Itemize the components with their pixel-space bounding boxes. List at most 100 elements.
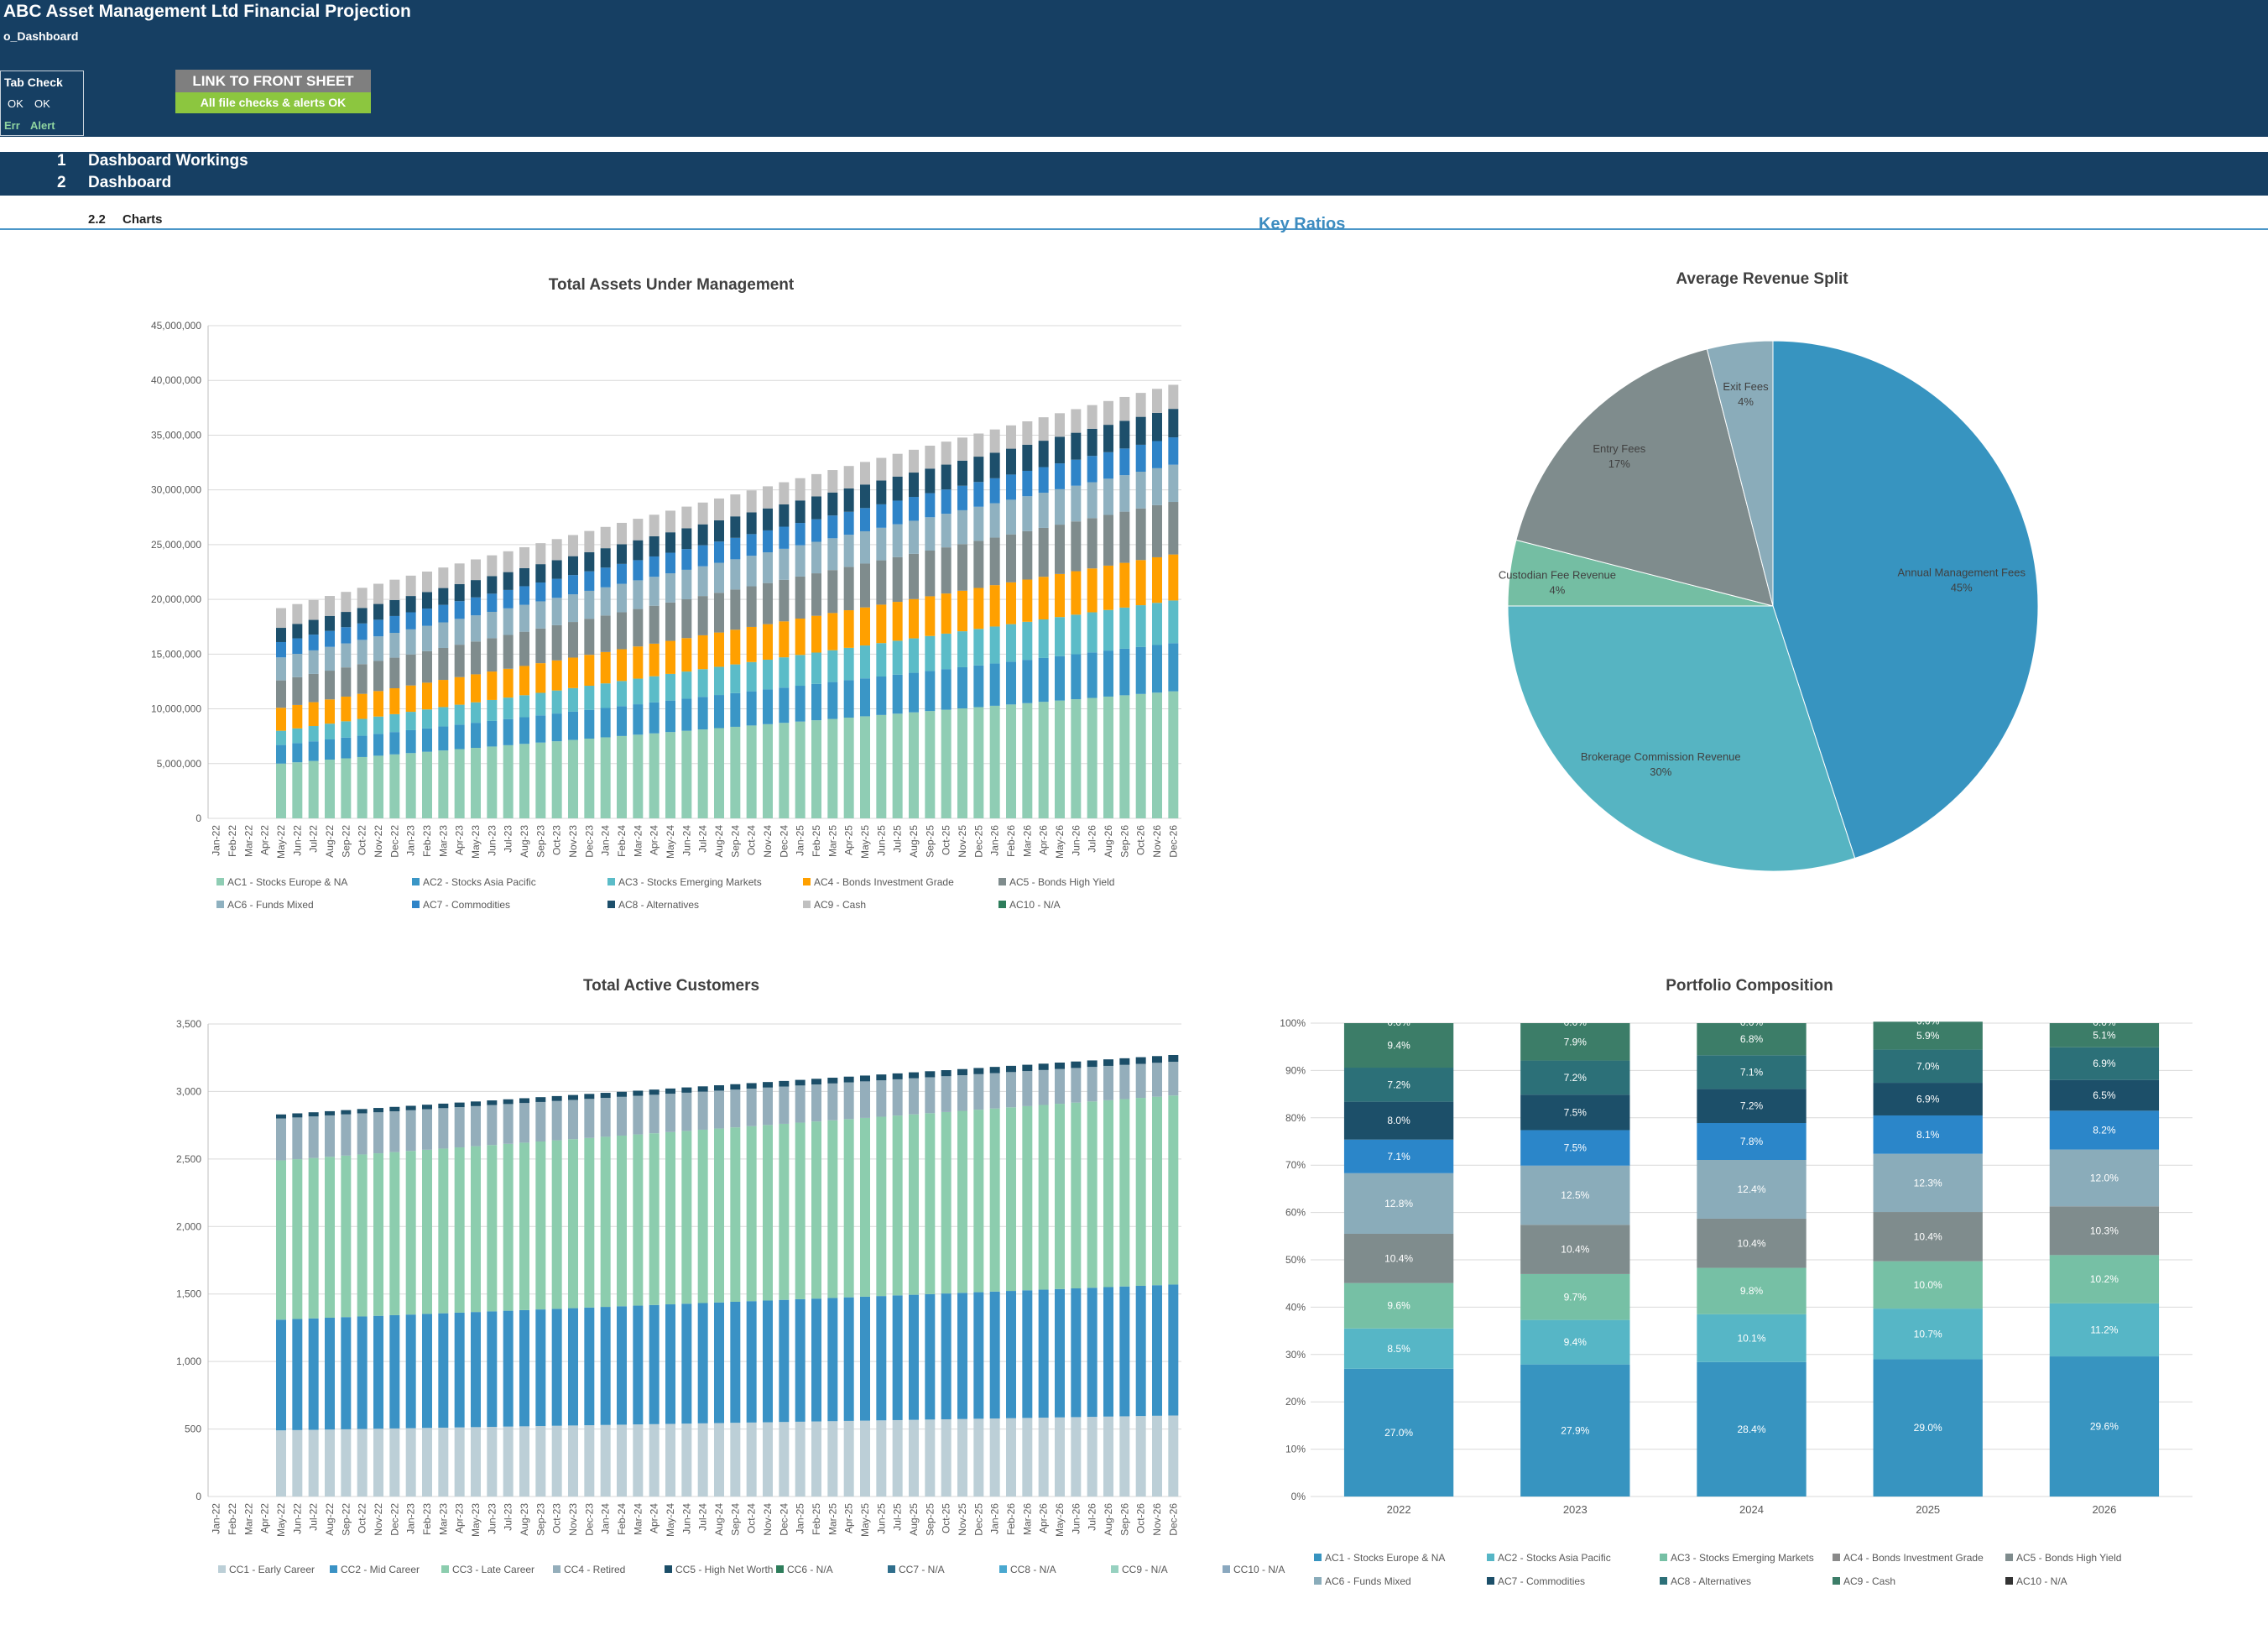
- bar-segment: [681, 1092, 692, 1131]
- bar-segment: [617, 583, 627, 613]
- bar-segment: [405, 1314, 416, 1429]
- bar-segment: [438, 1313, 449, 1428]
- x-tick-label: Jan-22: [211, 825, 222, 856]
- bar-segment: [925, 551, 936, 597]
- bar-segment: [811, 473, 821, 497]
- bar-segment: [341, 758, 352, 818]
- bar-segment: [422, 1109, 432, 1150]
- x-tick-label: Feb-25: [811, 1503, 822, 1535]
- bar-segment: [665, 573, 675, 603]
- data-label: 7.1%: [1387, 1151, 1410, 1162]
- bar-segment: [957, 1075, 967, 1111]
- bar-segment: [843, 1076, 854, 1083]
- bar-segment: [957, 460, 967, 486]
- bar-segment: [422, 1149, 432, 1314]
- bar-segment: [454, 676, 465, 705]
- bar-segment: [1006, 704, 1016, 818]
- data-label: 9.6%: [1387, 1300, 1410, 1312]
- bar-segment: [1152, 556, 1162, 603]
- legend-label: AC9 - Cash: [814, 899, 866, 911]
- bar-segment: [373, 636, 383, 661]
- bar-segment: [519, 631, 529, 666]
- bar-segment: [681, 671, 692, 699]
- bar-segment: [1087, 405, 1098, 429]
- bar-segment: [1119, 511, 1130, 563]
- bar-segment: [1087, 697, 1098, 818]
- bar-segment: [325, 739, 335, 760]
- y-tick-label: 0%: [1291, 1491, 1306, 1502]
- bar-segment: [649, 1089, 660, 1095]
- bar-segment: [551, 660, 562, 691]
- bar-segment: [763, 1422, 773, 1497]
- bar-segment: [373, 1315, 383, 1429]
- bar-segment: [373, 583, 383, 604]
- bar-segment: [308, 635, 319, 650]
- x-tick-label: Jun-25: [875, 825, 887, 856]
- bar-segment: [487, 1311, 498, 1427]
- y-tick-label: 10,000,000: [151, 703, 201, 715]
- x-tick-label: 2022: [1387, 1503, 1411, 1516]
- data-label: 9.7%: [1564, 1291, 1588, 1303]
- x-tick-label: Mar-22: [242, 1503, 254, 1535]
- bar-segment: [1071, 654, 1082, 700]
- bar-segment: [746, 490, 757, 513]
- bar-segment: [1087, 612, 1098, 653]
- data-label: 10.4%: [1561, 1244, 1589, 1256]
- link-to-front-sheet-button[interactable]: LINK TO FRONT SHEET: [175, 70, 371, 92]
- bar-segment: [1152, 1096, 1162, 1286]
- bar-segment: [1087, 652, 1098, 698]
- bar-segment: [1055, 413, 1065, 437]
- bar-segment: [519, 604, 529, 632]
- bar-segment: [422, 682, 432, 710]
- bar-segment: [941, 514, 952, 548]
- bar-segment: [989, 705, 1000, 818]
- bar-segment: [1038, 577, 1049, 619]
- bar-segment: [471, 1427, 481, 1497]
- bar-segment: [957, 1418, 967, 1497]
- section-link-dashboard[interactable]: Dashboard: [88, 174, 172, 191]
- bar-segment: [811, 683, 821, 721]
- bar-segment: [568, 575, 578, 595]
- bar-segment: [535, 715, 546, 743]
- section-link-dashboard-workings[interactable]: Dashboard Workings: [88, 152, 248, 170]
- bar-segment: [649, 515, 660, 536]
- bar-segment: [422, 751, 432, 818]
- bar-segment: [1038, 1418, 1049, 1497]
- bar-segment: [763, 486, 773, 509]
- bar-segment: [973, 707, 984, 818]
- data-label: 7.2%: [1564, 1072, 1588, 1084]
- bar-segment: [827, 570, 838, 614]
- data-label: 0.0%: [2093, 1016, 2116, 1028]
- bar-segment: [535, 1426, 546, 1497]
- bar-segment: [373, 734, 383, 756]
- bar-segment: [600, 1424, 611, 1497]
- bar-segment: [373, 603, 383, 620]
- x-tick-label: May-22: [275, 1503, 287, 1537]
- bar-segment: [763, 582, 773, 624]
- bar-segment: [1343, 1282, 1454, 1329]
- bar-segment: [827, 538, 838, 571]
- pie-slice-percent: 30%: [1650, 765, 1671, 778]
- bar-segment: [779, 1086, 790, 1124]
- y-tick-label: 30%: [1285, 1349, 1306, 1361]
- bar-segment: [617, 735, 627, 818]
- legend-label: AC5 - Bonds High Yield: [1009, 876, 1114, 888]
- pie-slice-label: Annual Management Fees: [1897, 566, 2026, 578]
- bar-segment: [1119, 695, 1130, 818]
- bar-segment: [1135, 646, 1146, 694]
- bar-segment: [1006, 425, 1016, 449]
- bar-segment: [1135, 472, 1146, 509]
- bar-segment: [811, 541, 821, 574]
- bar-segment: [892, 453, 903, 477]
- bar-segment: [438, 622, 449, 648]
- bar-segment: [1055, 1104, 1065, 1289]
- bar-segment: [1006, 1107, 1016, 1292]
- bar-segment: [341, 696, 352, 722]
- bar-segment: [633, 560, 644, 581]
- bar-segment: [681, 569, 692, 599]
- bar-segment: [471, 615, 481, 642]
- bar-segment: [763, 508, 773, 530]
- bar-segment: [389, 1111, 400, 1152]
- bar-segment: [454, 563, 465, 584]
